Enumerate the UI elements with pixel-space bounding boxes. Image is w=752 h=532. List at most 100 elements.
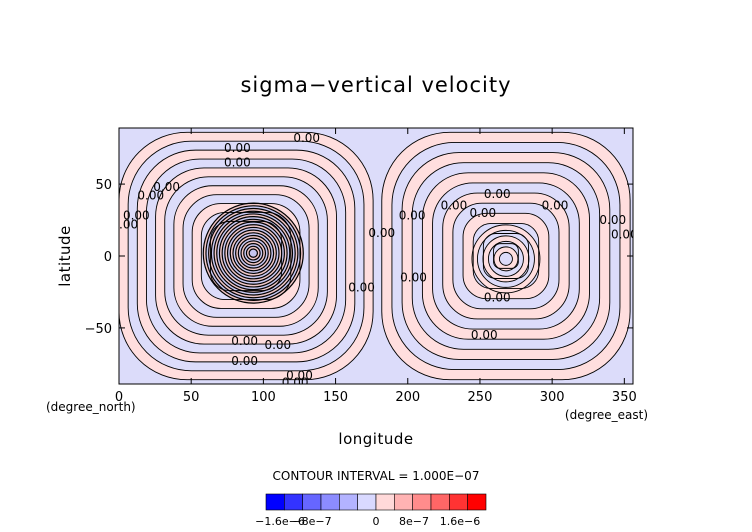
colorbar-tick-label: 1.6e−6: [440, 515, 480, 528]
x-tick-label: 350: [612, 390, 637, 405]
contour-interval-text: CONTOUR INTERVAL = 1.000E−07: [273, 469, 480, 483]
contour-label: 0.00: [137, 189, 164, 203]
contour-label: 0.00: [399, 209, 426, 223]
contour-line: [493, 246, 519, 272]
x-tick-label: 0: [115, 390, 123, 405]
contour-line: [155, 167, 337, 345]
contour-label: 0.00: [282, 376, 309, 390]
colorbar-tick-label: 8e−7: [399, 515, 429, 528]
contour-label: 0.00: [231, 354, 258, 368]
colorbar-tick-label: −1.6e−6: [255, 515, 305, 528]
contour-line: [127, 140, 365, 372]
contour-label: 0.00: [224, 141, 251, 155]
contour-line: [119, 131, 374, 381]
contour-line: [221, 221, 285, 285]
contour-label: 0.00: [286, 368, 313, 382]
x-tick-label: 300: [540, 390, 565, 405]
contour-line: [218, 218, 288, 288]
colorbar-swatch: [394, 493, 413, 511]
contour-line: [237, 237, 269, 269]
contour-line: [145, 158, 347, 354]
colorbar-swatch: [449, 493, 468, 511]
y-axis-unit: (degree_north): [46, 400, 136, 414]
contour-label: 0.00: [231, 334, 258, 348]
contour-line: [208, 207, 299, 299]
contour-line: [232, 232, 275, 275]
contour-label: 0.00: [441, 199, 468, 213]
contour-line: [248, 248, 258, 258]
contour-line: [205, 205, 302, 302]
colorbar-swatch: [375, 493, 395, 511]
colorbar-swatch: [320, 493, 340, 511]
colorbar-swatch: [430, 493, 450, 511]
contour-label: 0.00: [599, 213, 626, 227]
contour-line: [213, 213, 294, 293]
colorbar-swatch: [467, 493, 487, 511]
contour-label: 0.00: [542, 199, 569, 213]
y-tick-label: 0: [104, 250, 112, 265]
colorbar-swatch: [412, 493, 432, 511]
contour-band: [249, 249, 258, 258]
contour-line: [401, 152, 611, 360]
contour-line: [498, 251, 513, 266]
x-tick-label: 150: [323, 390, 348, 405]
contour-line: [442, 192, 570, 320]
contour-line: [243, 243, 264, 264]
colorbar-tick-label: 0: [373, 515, 380, 528]
contour-label: 0.00: [484, 291, 511, 305]
contour-label: 0.00: [153, 180, 180, 194]
y-tick-label: −50: [85, 322, 112, 337]
contour-line: [476, 229, 535, 288]
contour-line: [471, 224, 541, 294]
contour-label: 0.00: [293, 131, 320, 145]
contour-line: [235, 234, 272, 272]
contour-line: [173, 185, 319, 327]
contour-line: [210, 210, 296, 296]
x-tick-label: 200: [395, 390, 420, 405]
contour-line: [487, 240, 524, 277]
colorbar-swatch: [302, 493, 322, 511]
x-axis: 0 50 100 150 200 250 300 350: [115, 128, 637, 405]
contour-line: [452, 202, 560, 310]
contour-label: 0.00: [400, 271, 427, 285]
contour-line: [224, 224, 283, 283]
contour-line: [482, 235, 530, 283]
contour-line: [432, 182, 580, 330]
contour-line: [182, 194, 310, 318]
contour-label: 0.00: [484, 187, 511, 201]
contour-label: 0.00: [111, 217, 138, 231]
x-tick-label: 250: [468, 390, 493, 405]
contour-line: [164, 176, 328, 336]
x-axis-label: longitude: [338, 430, 413, 448]
y-axis: −50 0 50: [85, 178, 633, 337]
colorbar-swatch: [265, 493, 285, 511]
contour-label: 0.00: [469, 206, 496, 220]
contour-label: 0.00: [611, 227, 638, 241]
colorbar-swatch: [284, 493, 303, 511]
contour-line: [472, 222, 540, 290]
contour-label: 0.00: [348, 281, 375, 295]
contour-label: 0.00: [123, 209, 150, 223]
contour-label: 0.00: [368, 226, 395, 240]
contour-line: [216, 216, 291, 291]
plot-area: 0.000.000.000.000.000.000.000.000.00 0.00…: [111, 127, 638, 390]
x-tick-label: 50: [183, 390, 200, 405]
contour-line: [493, 243, 519, 269]
contour-label: 0.00: [264, 338, 291, 352]
contour-line: [391, 141, 621, 371]
contour-label: 0.00: [224, 156, 251, 170]
contour-band: [499, 252, 513, 266]
chart-title: sigma−vertical velocity: [240, 73, 511, 97]
contour-line: [421, 172, 590, 340]
contour-line: [136, 149, 356, 363]
contour-line: [226, 226, 280, 280]
contour-label: 0.00: [471, 328, 498, 342]
colorbar: −1.6e−6−8e−7 0 8e−7 1.6e−6: [255, 493, 487, 528]
colorbar-tick-label: −8e−7: [292, 515, 331, 528]
y-tick-label: 50: [95, 178, 112, 193]
x-tick-label: 100: [251, 390, 276, 405]
contour-line: [411, 162, 601, 350]
colorbar-swatch: [357, 493, 377, 511]
contour-line: [229, 229, 277, 277]
